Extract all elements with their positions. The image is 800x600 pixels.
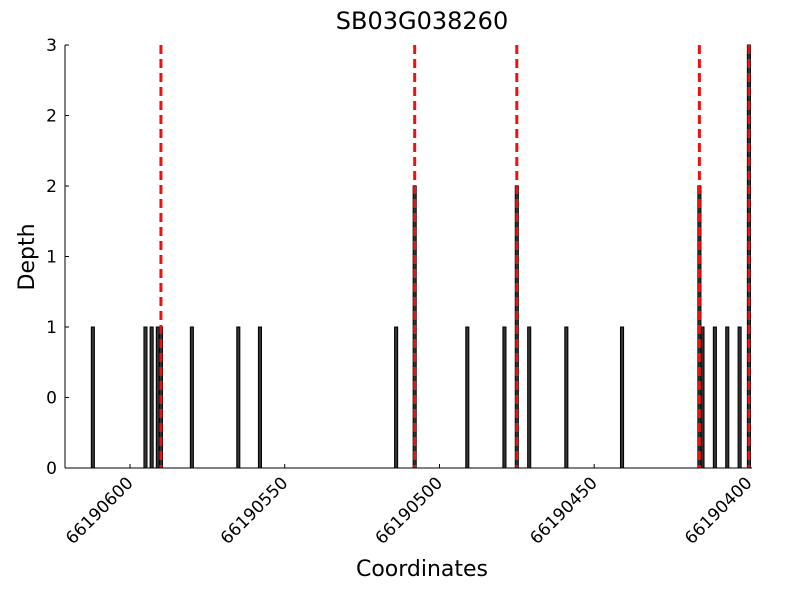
y-tick-label: 2 xyxy=(46,177,57,197)
x-tick-label: 66190500 xyxy=(372,473,447,548)
bar xyxy=(149,326,154,469)
x-tick-label: 66190600 xyxy=(62,473,137,548)
y-tick-label: 2 xyxy=(46,107,57,127)
y-tick-label: 0 xyxy=(46,459,57,479)
bar xyxy=(189,326,194,469)
bar xyxy=(619,326,625,469)
x-axis-label: Coordinates xyxy=(356,557,488,582)
bar xyxy=(90,326,95,469)
bar xyxy=(143,326,148,469)
bar xyxy=(465,326,470,469)
bar xyxy=(236,326,241,469)
y-tick-label: 3 xyxy=(46,36,57,56)
bar xyxy=(257,326,263,469)
bar xyxy=(737,326,742,469)
bar xyxy=(564,326,569,469)
bar xyxy=(394,326,399,469)
chart-title: SB03G038260 xyxy=(336,7,508,35)
bar xyxy=(502,326,507,469)
bar xyxy=(700,326,705,469)
y-tick-label: 0 xyxy=(46,389,57,409)
bar xyxy=(725,326,730,469)
bar xyxy=(712,326,717,469)
x-tick-label: 66190550 xyxy=(217,473,292,548)
y-axis-label: Depth xyxy=(15,223,40,290)
x-tick-label: 66190400 xyxy=(681,473,756,548)
y-tick-label: 1 xyxy=(46,248,57,268)
x-tick-label: 66190450 xyxy=(526,473,601,548)
bar xyxy=(527,326,532,469)
y-tick-label: 1 xyxy=(46,318,57,338)
